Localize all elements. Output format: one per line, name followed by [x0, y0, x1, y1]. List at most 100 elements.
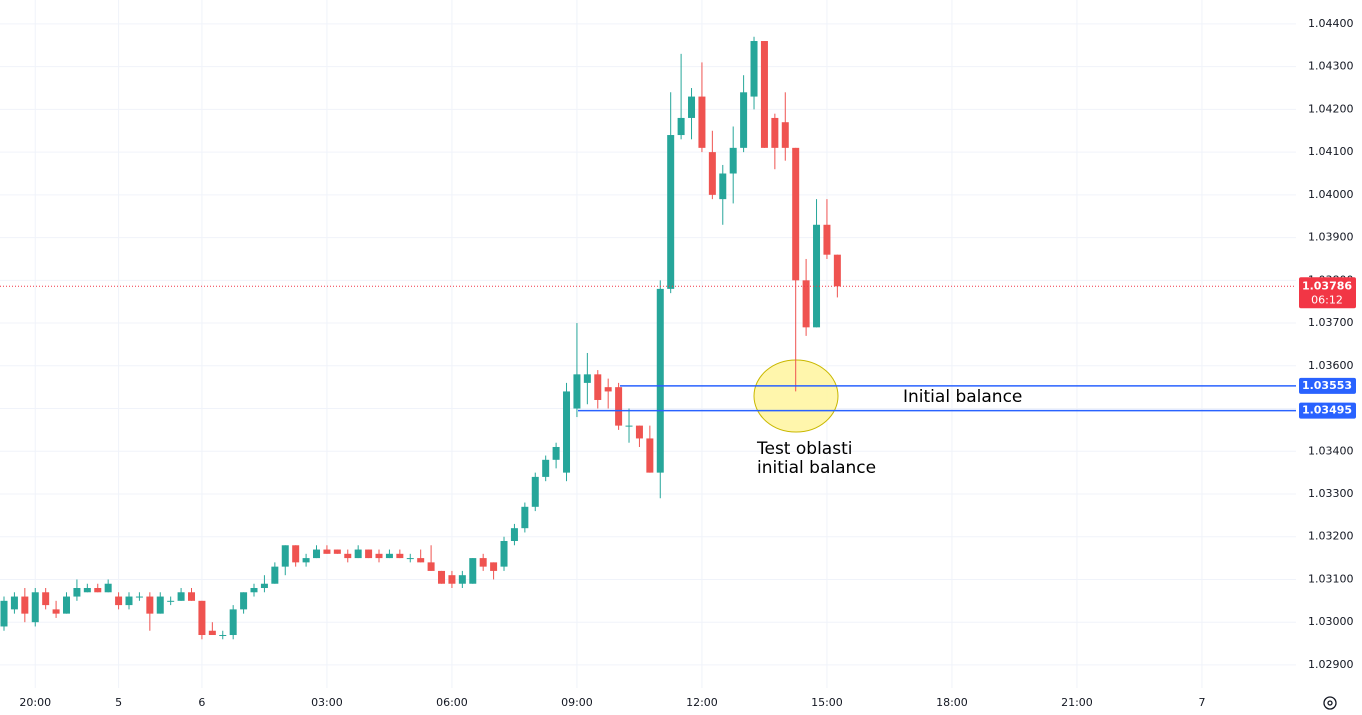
candle-body: [656, 288, 664, 473]
y-tick-label: 1.03600: [1308, 359, 1354, 372]
candle-body: [771, 117, 779, 148]
level-label: 1.03495: [1302, 404, 1352, 417]
x-tick-label: 21:00: [1061, 696, 1093, 709]
price-label: 1.03786: [1302, 279, 1352, 292]
candle-body: [240, 592, 248, 610]
candle-body: [271, 566, 279, 584]
candle-body: [146, 596, 154, 614]
candle-body: [688, 96, 696, 118]
level-label-box: [1299, 377, 1356, 394]
candle-body: [375, 553, 383, 559]
y-tick-label: 1.04400: [1308, 17, 1354, 30]
candle-body: [135, 596, 143, 598]
candle-body: [479, 558, 487, 567]
candle-body: [292, 545, 300, 563]
candle-body: [406, 558, 414, 560]
candle-body: [615, 387, 623, 426]
level-label-box: [1299, 402, 1356, 419]
candle-body: [250, 588, 258, 593]
candle-body: [52, 609, 60, 614]
candle-body: [552, 446, 560, 460]
y-tick-label: 1.03900: [1308, 231, 1354, 244]
candle-body: [365, 549, 373, 559]
candle-body: [125, 596, 133, 606]
candle-body: [740, 92, 748, 148]
candle-body: [500, 540, 508, 567]
candle-body: [302, 558, 310, 563]
candle-body: [260, 583, 268, 589]
candle-body: [781, 122, 789, 148]
candle-body: [10, 596, 18, 610]
price-label-box: [1299, 277, 1356, 309]
candle-body: [708, 152, 716, 195]
candle-body: [115, 596, 123, 606]
candle-body: [0, 600, 8, 627]
settings-icon[interactable]: [1323, 696, 1337, 710]
candle-body: [583, 374, 591, 383]
candle-body: [542, 459, 550, 477]
x-tick-label: 09:00: [561, 696, 593, 709]
price-countdown: 06:12: [1311, 293, 1343, 306]
candle-body: [313, 549, 321, 559]
settings-icon-ring: [1323, 696, 1337, 710]
candle-body: [531, 476, 539, 507]
axes: 1.02900 1.03000 1.03100 1.03200 1.03300 1.034…: [19, 17, 1356, 709]
x-tick-label: 20:00: [19, 696, 51, 709]
candle-body: [563, 391, 571, 473]
candle-body: [354, 549, 362, 559]
candle-body: [73, 588, 81, 597]
candle-body: [63, 596, 71, 614]
candle-body: [94, 588, 102, 593]
candle-body: [490, 562, 498, 571]
y-tick-label: 1.03100: [1308, 572, 1354, 585]
candle-body: [198, 600, 206, 636]
candle-body: [21, 596, 29, 614]
candle-body: [156, 596, 164, 614]
y-tick-label: 1.04200: [1308, 102, 1354, 115]
candle-body: [396, 553, 404, 559]
candle-body: [281, 545, 289, 567]
candle-body: [719, 173, 727, 200]
candle-body: [833, 254, 841, 287]
candle-body: [625, 425, 633, 427]
candle-body: [31, 592, 39, 623]
x-tick-label: 06:00: [436, 696, 468, 709]
x-tick-label: 18:00: [936, 696, 968, 709]
y-tick-label: 1.03200: [1308, 530, 1354, 543]
candle-body: [594, 374, 602, 400]
candle-body: [646, 438, 654, 473]
y-tick-label: 1.03400: [1308, 444, 1354, 457]
candle-body: [427, 562, 435, 571]
candle-body: [823, 224, 831, 255]
candle-body: [208, 630, 216, 636]
candle-body: [438, 570, 446, 584]
x-tick-label: 03:00: [311, 696, 343, 709]
x-tick-label: 12:00: [686, 696, 718, 709]
candle-body: [42, 592, 50, 606]
y-tick-label: 1.04300: [1308, 60, 1354, 73]
x-tick-label: 15:00: [811, 696, 843, 709]
x-tick-label: 5: [115, 696, 122, 709]
candle-body: [83, 588, 91, 593]
y-tick-label: 1.04000: [1308, 188, 1354, 201]
candle-body: [510, 528, 518, 541]
candle-body: [521, 506, 529, 529]
candle-body: [417, 558, 425, 563]
candle-body: [219, 635, 227, 637]
candle-body: [448, 575, 456, 584]
candle-body: [104, 583, 112, 593]
candle-body: [458, 575, 466, 584]
annotation: Initial balance: [903, 387, 1022, 407]
y-tick-label: 1.03300: [1308, 487, 1354, 500]
candle-body: [323, 549, 331, 554]
candle-body: [802, 280, 810, 328]
candle-body: [188, 592, 196, 601]
candle-body: [760, 41, 768, 148]
annotation: Test oblasti: [756, 439, 852, 459]
candle-body: [229, 609, 237, 636]
candle-body: [385, 553, 393, 559]
x-tick-label: 7: [1198, 696, 1205, 709]
settings-icon-core: [1327, 700, 1333, 706]
candle-body: [177, 592, 185, 601]
y-tick-label: 1.03700: [1308, 316, 1354, 329]
